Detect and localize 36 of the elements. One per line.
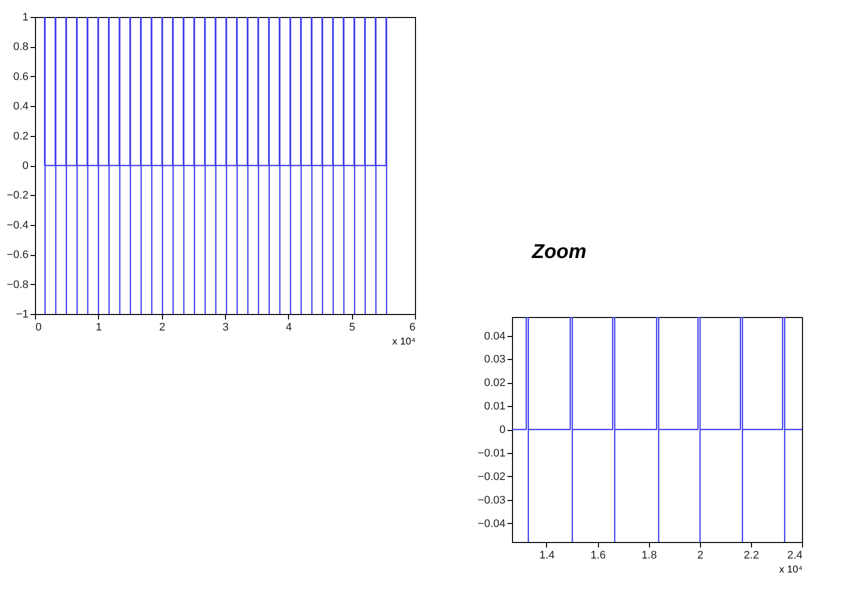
- y-tick-label: 0: [22, 160, 28, 172]
- y-tick-label: −0.6: [6, 249, 28, 262]
- y-tick-label: 0.03: [484, 354, 506, 366]
- y-tick-label: 0.2: [13, 130, 28, 142]
- x-tick-label: 2: [697, 550, 704, 562]
- y-tick-label: 1: [22, 12, 28, 24]
- y-tick-label: 0.6: [13, 70, 28, 83]
- y-tick-label: −0.2: [6, 190, 28, 202]
- y-tick-label: −1: [16, 308, 28, 320]
- y-tick-label: 0.04: [484, 330, 506, 342]
- x-tick-label: 2.2: [744, 550, 760, 562]
- x-tick-label: 1.6: [590, 550, 606, 562]
- y-tick-label: 0.4: [13, 100, 28, 113]
- y-tick-label: −0.02: [478, 470, 506, 483]
- y-tick-label: −0.8: [6, 278, 28, 291]
- y-tick-label: −0.04: [478, 518, 506, 530]
- y-tick-label: 0.02: [484, 377, 506, 390]
- x-tick-label: 6: [409, 322, 416, 334]
- x-tick-label: 0: [36, 322, 42, 334]
- y-tick-label: 0: [499, 424, 506, 436]
- x-tick-label: 4: [286, 322, 292, 334]
- y-tick-label: 0.01: [484, 400, 506, 413]
- x-tick-label: 5: [349, 322, 356, 334]
- x-tick-label: 1.4: [539, 550, 555, 562]
- x-axis-title: x 10⁴: [392, 336, 416, 348]
- x-tick-label: 2: [159, 322, 166, 334]
- y-tick-label: −0.01: [478, 447, 506, 460]
- x-tick-label: 2.4: [787, 550, 802, 562]
- x-tick-label: 1: [96, 322, 102, 334]
- x-tick-label: 3: [222, 322, 229, 334]
- y-tick-label: −0.4: [6, 219, 28, 232]
- x-tick-label: 1.8: [642, 550, 657, 562]
- text: Zoom: [531, 241, 586, 263]
- y-tick-label: −0.03: [478, 494, 506, 506]
- x-axis-title: x 10⁴: [779, 564, 802, 576]
- y-tick-label: 0.8: [13, 41, 28, 54]
